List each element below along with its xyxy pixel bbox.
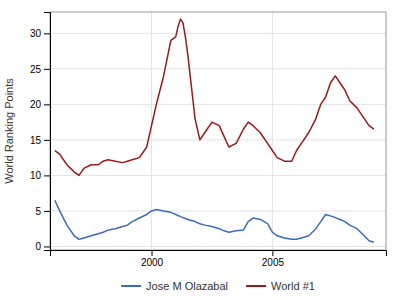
legend: Jose M Olazabal World #1 <box>121 280 315 292</box>
y-axis: 0 5 10 15 20 25 30 <box>30 13 51 253</box>
y-axis-tick-label: 25 <box>30 64 42 75</box>
y-axis-tick-label: 0 <box>35 241 41 252</box>
grid-line-y <box>50 104 386 105</box>
y-axis-tick-label: 20 <box>30 99 42 110</box>
y-axis-tick-label: 10 <box>30 170 42 181</box>
legend-item: Jose M Olazabal <box>121 280 228 292</box>
y-axis-tick: 10 <box>30 170 50 181</box>
y-axis-tick: 30 <box>30 28 50 39</box>
x-axis-domain <box>51 251 387 257</box>
legend-swatch <box>121 285 141 287</box>
y-axis-tick: 5 <box>35 206 50 217</box>
x-axis-tick-label: 2000 <box>141 257 164 268</box>
y-axis-tick-mark <box>44 33 50 34</box>
grid-line-y <box>50 246 386 247</box>
grid-line-x <box>272 12 273 250</box>
x-axis-tick-mark <box>152 250 153 256</box>
legend-label: World #1 <box>271 280 315 292</box>
legend-swatch <box>246 285 266 287</box>
plot: 2000 2005 0 5 10 15 20 25 30 <box>30 12 387 268</box>
legend-item: World #1 <box>246 280 315 292</box>
chart-svg: 2000 2005 0 5 10 15 20 25 30 World Ranking Points… <box>0 0 400 300</box>
legend-label: Jose M Olazabal <box>146 280 228 292</box>
y-axis-tick-label: 5 <box>35 206 41 217</box>
y-axis-domain <box>44 13 51 251</box>
y-axis-tick-mark <box>44 211 50 212</box>
series-line <box>55 19 374 175</box>
lines <box>55 19 374 242</box>
y-axis-tick: 20 <box>30 99 50 110</box>
y-axis-tick-mark <box>44 175 50 176</box>
grid-line-y <box>50 175 386 176</box>
grid-line-y <box>50 210 386 211</box>
grid-line-y <box>50 68 386 69</box>
y-axis-tick: 15 <box>30 135 50 146</box>
chart-container: 2000 2005 0 5 10 15 20 25 30 World Ranking Points… <box>0 0 400 300</box>
y-axis-tick-mark <box>44 104 50 105</box>
x-axis-tick-mark <box>272 250 273 256</box>
x-axis: 2000 2005 <box>51 250 387 268</box>
y-axis-tick-mark <box>44 140 50 141</box>
y-axis-tick-mark <box>44 246 50 247</box>
x-axis-tick: 2005 <box>262 250 285 268</box>
y-axis-tick: 0 <box>35 241 50 252</box>
x-axis-tick-label: 2005 <box>262 257 285 268</box>
x-axis-tick: 2000 <box>141 250 164 268</box>
y-axis-title: World Ranking Points <box>3 78 15 184</box>
y-axis-tick: 25 <box>30 64 50 75</box>
grid-line-y <box>50 33 386 34</box>
grid-line-y <box>50 139 386 140</box>
y-axis-tick-label: 30 <box>30 28 42 39</box>
plot-frame <box>50 12 386 250</box>
grid <box>50 12 386 250</box>
series-line <box>55 200 374 242</box>
y-axis-tick-label: 15 <box>30 135 42 146</box>
y-axis-tick-mark <box>44 69 50 70</box>
grid-line-x <box>151 12 152 250</box>
